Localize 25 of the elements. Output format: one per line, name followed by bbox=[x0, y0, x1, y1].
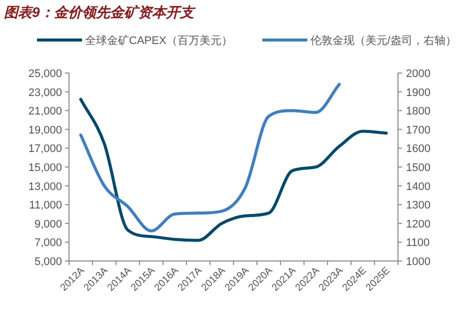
y-tick-label: 25,000 bbox=[28, 68, 62, 80]
y2-tick-label: 1600 bbox=[406, 143, 430, 156]
y2-tick-label: 1000 bbox=[406, 256, 430, 268]
y2-tick-label: 1800 bbox=[406, 106, 430, 118]
y2-tick-label: 1700 bbox=[406, 124, 430, 136]
y-tick-label: 17,000 bbox=[28, 143, 62, 156]
y2-tick-label: 1500 bbox=[406, 162, 430, 174]
y2-tick-label: 1300 bbox=[406, 200, 430, 212]
chart-title: 图表9：金价领先金矿资本开支 bbox=[4, 4, 196, 20]
y2-tick-label: 1200 bbox=[406, 218, 430, 230]
legend-label: 伦敦金现（美元/盎司，右轴） bbox=[310, 34, 456, 47]
y2-tick-label: 1100 bbox=[406, 237, 430, 250]
y-tick-label: 21,000 bbox=[28, 106, 62, 118]
y-tick-label: 11,000 bbox=[29, 200, 62, 212]
y2-tick-label: 1900 bbox=[406, 86, 430, 99]
y-tick-label: 19,000 bbox=[28, 124, 62, 136]
y-tick-label: 7,000 bbox=[34, 237, 62, 250]
y2-tick-label: 2000 bbox=[406, 68, 430, 80]
y-tick-label: 15,000 bbox=[28, 162, 62, 174]
y-tick-label: 23,000 bbox=[28, 86, 62, 99]
legend-label: 全球金矿CAPEX（百万美元） bbox=[85, 34, 232, 47]
y-tick-label: 5,000 bbox=[34, 256, 62, 268]
y-tick-label: 13,000 bbox=[28, 180, 62, 193]
y-tick-label: 9,000 bbox=[34, 218, 62, 230]
y2-tick-label: 1400 bbox=[406, 180, 430, 193]
